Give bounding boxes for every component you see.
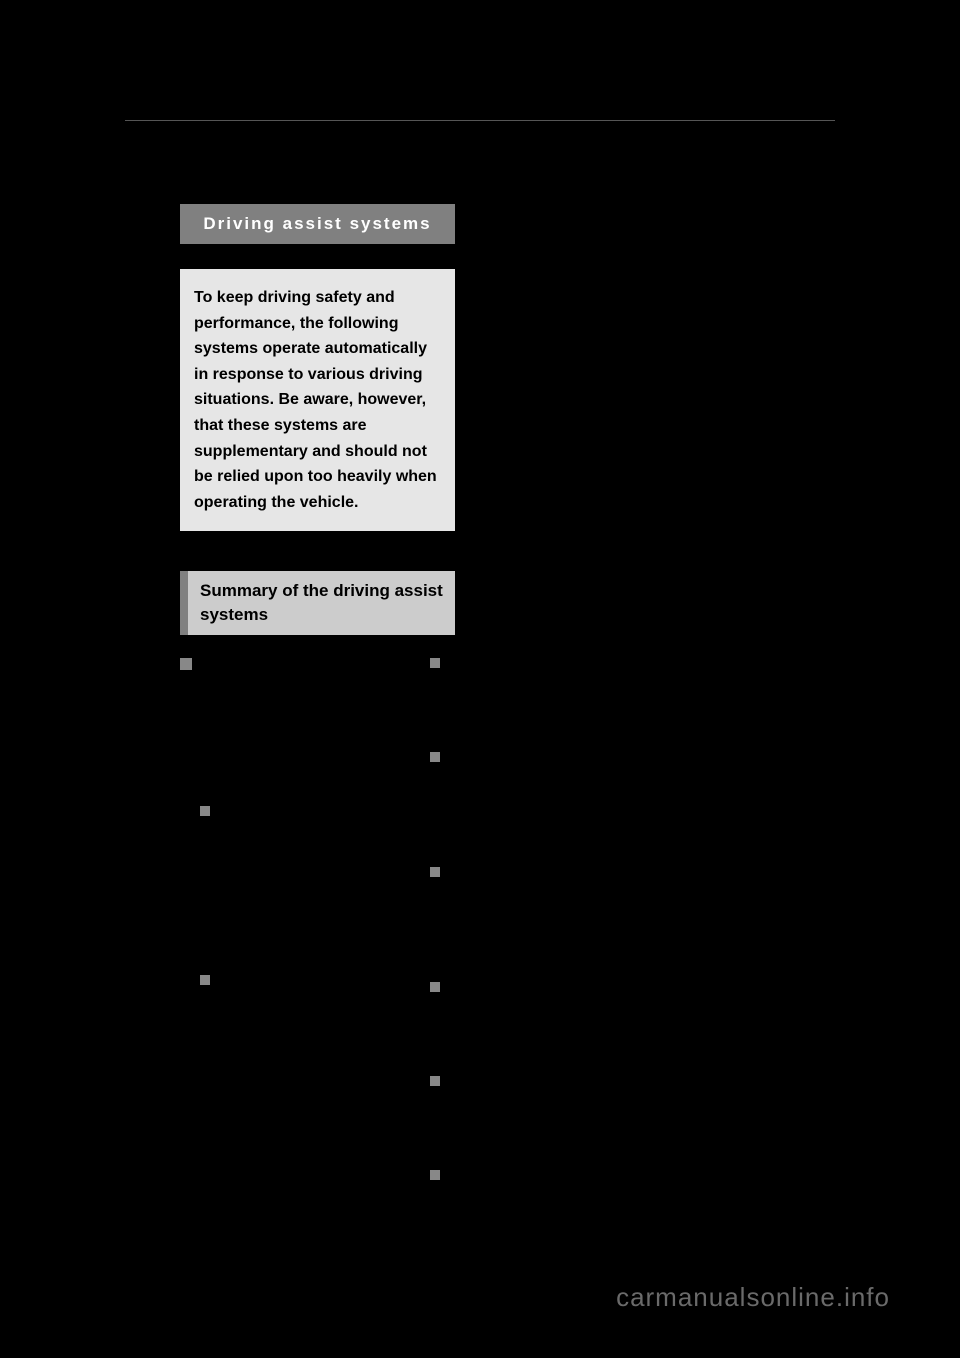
chapter-reference: 5-5. Using the driving support systems <box>172 129 412 144</box>
bullet-icon <box>430 658 440 668</box>
item-body: The electronically controlled system gen… <box>202 699 400 783</box>
bullet-icon <box>430 1170 440 1180</box>
content-columns: ECB (Electronically Controlled Brake Sys… <box>125 655 835 1261</box>
bullet-icon <box>200 806 210 816</box>
item-title: ECB (Electronically Controlled Brake Sys… <box>202 655 400 689</box>
item-body: Helps the driver to control skidding whe… <box>452 682 835 724</box>
page-number: 294 <box>125 129 147 144</box>
list-item: ABS (Anti-lock Brake System) <box>200 803 400 837</box>
list-item: ECB (Electronically Controlled Brake Sys… <box>180 655 400 689</box>
list-item: VSC (Vehicle Stability Control) <box>430 655 835 672</box>
page-container: 294 5-5. Using the driving support syste… <box>125 120 835 1261</box>
item-title: Hill-start assist control <box>450 979 613 996</box>
item-title: Active Cornering Assist (ACA) <box>450 864 666 881</box>
right-column: VSC (Vehicle Stability Control) Helps th… <box>430 655 835 1261</box>
list-item: Brake assist <box>200 972 400 989</box>
item-body: Helps to prevent the vehicle from drifti… <box>452 891 835 954</box>
list-item: Hill-start assist control <box>430 979 835 996</box>
item-title: TRC (Traction Control) <box>450 749 611 766</box>
item-title: Brake assist <box>220 972 308 989</box>
item-body: Helps to prevent wheel lock when the bra… <box>222 847 400 952</box>
item-body: Generates an increased level of braking … <box>222 999 400 1125</box>
page-header: 294 5-5. Using the driving support syste… <box>125 120 835 144</box>
info-box: To keep driving safety and performance, … <box>180 269 455 531</box>
bullet-icon <box>430 1076 440 1086</box>
section-title: Driving assist systems <box>180 204 455 244</box>
item-title: Emergency brake signal <box>450 1167 623 1184</box>
list-item: EPS (Electric Power Steering) <box>430 1073 835 1090</box>
item-title: ABS (Anti-lock Brake System) <box>220 803 400 837</box>
item-body: When the brakes are applied suddenly, th… <box>452 1194 835 1236</box>
item-title: EPS (Electric Power Steering) <box>450 1073 662 1090</box>
left-column: ECB (Electronically Controlled Brake Sys… <box>125 655 400 1261</box>
watermark: carmanualsonline.info <box>616 1282 890 1313</box>
bullet-icon <box>200 975 210 985</box>
list-item: Emergency brake signal <box>430 1167 835 1184</box>
bullet-icon <box>430 867 440 877</box>
item-title: VSC (Vehicle Stability Control) <box>450 655 667 672</box>
item-body: Employs an electric motor to reduce the … <box>452 1100 835 1142</box>
list-item: Active Cornering Assist (ACA) <box>430 864 835 881</box>
item-body: Helps to maintain drive power and preven… <box>452 776 835 839</box>
bullet-icon <box>180 658 192 670</box>
bullet-icon <box>430 752 440 762</box>
item-body: Helps to reduce the backward movement of… <box>452 1006 835 1048</box>
list-item: TRC (Traction Control) <box>430 749 835 766</box>
bullet-icon <box>430 982 440 992</box>
subsection-header: Summary of the driving assist systems <box>180 571 455 635</box>
